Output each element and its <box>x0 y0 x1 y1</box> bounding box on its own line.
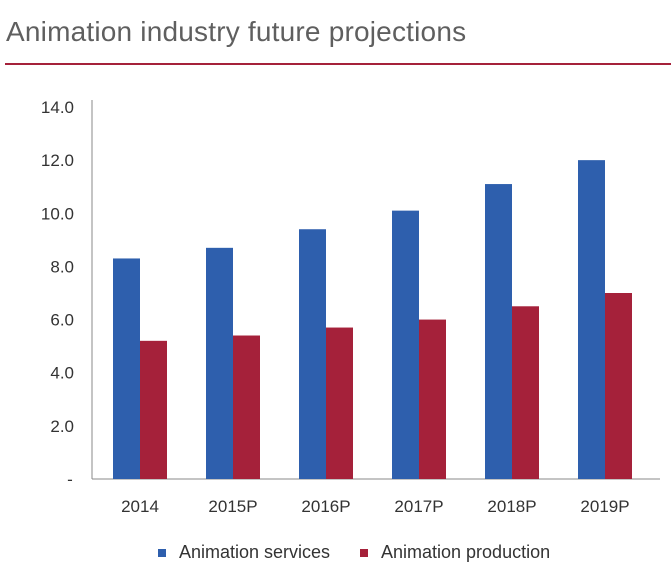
legend-swatch-services <box>158 548 166 557</box>
bar-services-2014 <box>113 258 140 479</box>
x-tick-label: 2014 <box>121 497 159 516</box>
bar-services-2018P <box>485 184 512 480</box>
y-tick-label: 12.0 <box>41 151 74 170</box>
y-tick-label: - <box>67 470 73 489</box>
x-tick-label: 2019P <box>580 497 629 516</box>
chart-title: Animation industry future projections <box>6 16 467 47</box>
bar-production-2017P <box>419 319 446 479</box>
x-tick-label: 2017P <box>394 497 443 516</box>
y-tick-label: 14.0 <box>41 98 74 117</box>
bar-services-2016P <box>299 229 326 479</box>
bar-services-2019P <box>578 160 605 479</box>
title-rule <box>5 63 671 65</box>
legend-swatch-production <box>360 548 368 557</box>
bar-production-2019P <box>605 293 632 479</box>
legend-item-production: Animation production <box>360 542 550 563</box>
legend-item-services: Animation services <box>158 542 330 563</box>
y-tick-label: 2.0 <box>50 417 74 436</box>
y-tick-label: 6.0 <box>50 311 74 330</box>
x-tick-label: 2015P <box>208 497 257 516</box>
x-tick-label: 2016P <box>301 497 350 516</box>
bar-services-2017P <box>392 210 419 479</box>
y-tick-label: 4.0 <box>50 364 74 383</box>
bar-production-2015P <box>233 335 260 479</box>
bar-production-2014 <box>140 340 167 479</box>
legend-label-production: Animation production <box>381 542 551 562</box>
y-tick-label: 8.0 <box>50 257 74 276</box>
x-tick-label: 2018P <box>487 497 536 516</box>
bar-production-2016P <box>326 327 353 479</box>
bar-chart: - 2.0 4.0 6.0 8.0 10.0 12.0 14.0 2014 2015P 2016P 2… <box>41 98 660 516</box>
legend-label-services: Animation services <box>179 542 331 562</box>
y-tick-label: 10.0 <box>41 204 74 223</box>
bar-production-2018P <box>512 306 539 479</box>
bar-services-2015P <box>206 247 233 479</box>
